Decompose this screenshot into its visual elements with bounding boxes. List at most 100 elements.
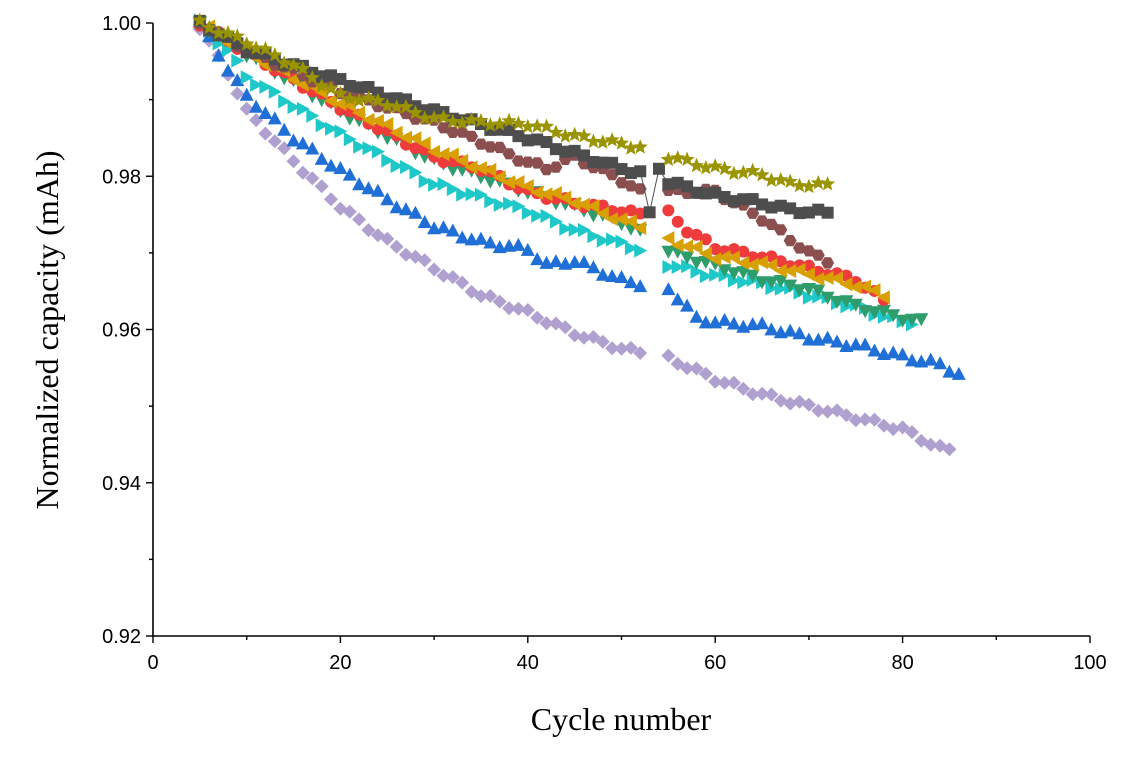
data-point bbox=[699, 269, 713, 284]
data-point bbox=[501, 112, 517, 128]
data-point bbox=[333, 96, 347, 111]
data-point bbox=[736, 381, 751, 396]
data-point bbox=[435, 109, 452, 124]
data-point bbox=[380, 117, 394, 132]
data-point bbox=[717, 312, 732, 326]
data-point bbox=[465, 187, 479, 202]
data-point bbox=[886, 309, 901, 323]
data-point bbox=[567, 126, 583, 142]
data-point bbox=[426, 110, 442, 125]
data-point bbox=[296, 101, 310, 116]
x-tick-label: 80 bbox=[891, 652, 913, 674]
data-point bbox=[689, 361, 704, 376]
data-point bbox=[220, 25, 236, 40]
data-point bbox=[548, 124, 564, 139]
data-point bbox=[726, 375, 741, 390]
y-tick-label: 0.92 bbox=[102, 626, 141, 648]
data-point bbox=[923, 352, 938, 366]
data-point bbox=[811, 272, 825, 287]
data-point bbox=[538, 118, 555, 133]
data-point bbox=[774, 281, 788, 296]
data-point bbox=[520, 118, 536, 134]
data-point bbox=[258, 106, 273, 119]
data-point bbox=[783, 396, 798, 411]
data-point bbox=[428, 177, 442, 192]
data-point bbox=[530, 157, 544, 169]
data-point bbox=[596, 233, 610, 248]
data-point bbox=[409, 142, 422, 155]
data-point bbox=[727, 195, 740, 208]
data-point bbox=[520, 303, 535, 317]
data-point bbox=[221, 63, 235, 77]
data-point bbox=[811, 249, 825, 261]
data-point bbox=[681, 180, 694, 193]
data-point bbox=[876, 290, 890, 305]
data-point bbox=[239, 87, 254, 101]
data-point bbox=[623, 140, 639, 155]
data-point bbox=[765, 250, 778, 263]
data-point bbox=[456, 187, 470, 202]
data-point bbox=[746, 207, 760, 219]
data-point bbox=[333, 161, 348, 174]
data-point bbox=[586, 199, 600, 214]
data-point bbox=[745, 317, 760, 331]
data-point bbox=[417, 136, 431, 151]
x-tick-label: 20 bbox=[329, 652, 351, 674]
data-point bbox=[530, 185, 544, 200]
data-point bbox=[876, 304, 891, 318]
data-point bbox=[736, 266, 751, 280]
data-point bbox=[361, 112, 375, 127]
data-point bbox=[914, 313, 929, 327]
data-point bbox=[510, 115, 526, 130]
data-point bbox=[360, 90, 377, 105]
data-point bbox=[726, 165, 742, 181]
data-point bbox=[502, 148, 516, 160]
data-point bbox=[315, 70, 328, 83]
data-point bbox=[305, 171, 320, 186]
data-point bbox=[577, 330, 591, 345]
data-point bbox=[615, 234, 629, 249]
data-point bbox=[792, 284, 807, 298]
series-9 bbox=[192, 12, 836, 194]
data-point bbox=[867, 412, 882, 427]
data-point bbox=[624, 241, 638, 256]
data-point bbox=[436, 268, 451, 283]
data-point bbox=[473, 289, 488, 304]
data-point bbox=[606, 156, 619, 169]
data-point bbox=[342, 91, 358, 106]
data-point bbox=[586, 260, 601, 274]
data-point bbox=[351, 92, 367, 108]
data-point bbox=[773, 171, 789, 187]
data-point bbox=[802, 290, 816, 305]
data-point bbox=[586, 209, 601, 223]
data-point bbox=[484, 194, 498, 209]
data-point bbox=[567, 196, 581, 211]
x-tick-label: 40 bbox=[517, 652, 539, 674]
data-point bbox=[698, 315, 713, 329]
data-point bbox=[727, 273, 741, 288]
data-point bbox=[755, 255, 769, 270]
data-point bbox=[277, 122, 292, 136]
x-tick-label: 60 bbox=[704, 652, 726, 674]
data-point bbox=[783, 279, 798, 293]
data-point bbox=[454, 115, 470, 130]
data-point bbox=[464, 111, 480, 127]
data-point bbox=[549, 143, 562, 156]
data-point bbox=[821, 206, 834, 219]
data-point bbox=[680, 361, 695, 376]
data-point bbox=[783, 323, 798, 337]
data-point bbox=[633, 221, 647, 235]
data-point bbox=[539, 187, 553, 202]
data-point bbox=[821, 257, 835, 269]
data-point bbox=[455, 275, 470, 290]
data-point bbox=[576, 128, 592, 143]
data-point bbox=[437, 177, 451, 191]
data-point bbox=[295, 60, 311, 76]
data-point bbox=[726, 316, 741, 330]
data-point bbox=[726, 267, 741, 281]
data-point bbox=[192, 12, 208, 27]
data-point bbox=[437, 122, 450, 134]
data-point bbox=[793, 207, 806, 220]
data-point bbox=[324, 192, 338, 207]
data-point bbox=[239, 36, 255, 51]
